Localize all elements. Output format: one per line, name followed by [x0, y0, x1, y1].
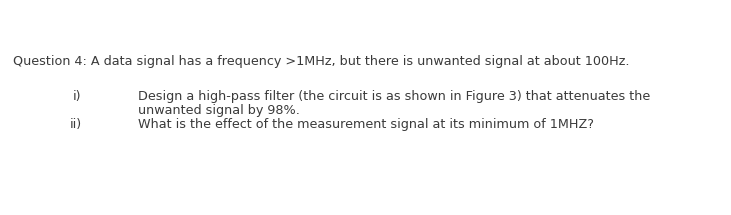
Text: Question 4: A data signal has a frequency >1MHz, but there is unwanted signal at: Question 4: A data signal has a frequenc…	[13, 55, 629, 68]
Text: What is the effect of the measurement signal at its minimum of 1MHZ?: What is the effect of the measurement si…	[138, 118, 594, 131]
Text: unwanted signal by 98%.: unwanted signal by 98%.	[138, 104, 300, 117]
Text: Design a high-pass filter (the circuit is as shown in Figure 3) that attenuates : Design a high-pass filter (the circuit i…	[138, 90, 651, 103]
Text: i): i)	[73, 90, 81, 103]
Text: ii): ii)	[70, 118, 82, 131]
